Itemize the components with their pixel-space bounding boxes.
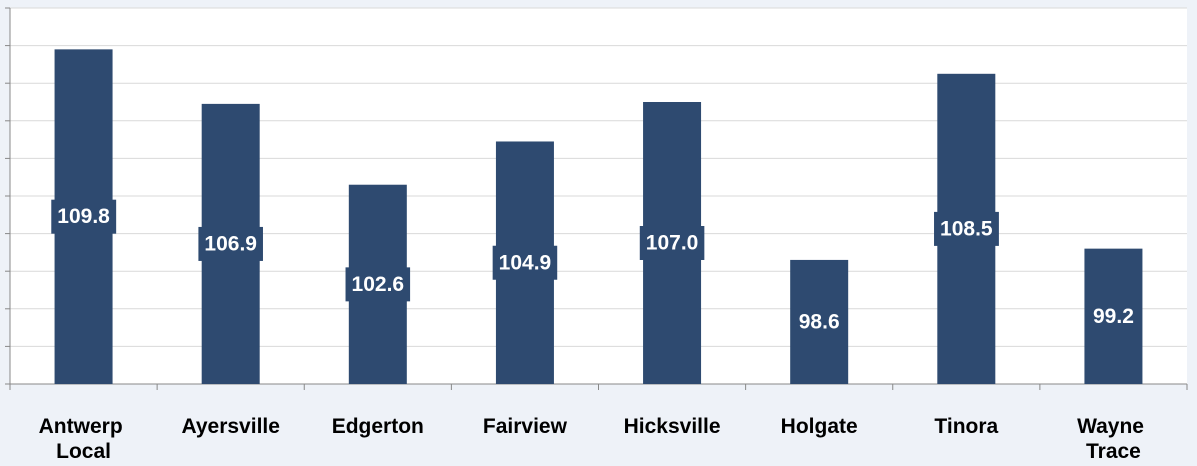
- value-label-box: [198, 226, 263, 261]
- value-label-box: [792, 304, 846, 339]
- x-tick-label: Ayersville: [181, 415, 279, 438]
- value-label-box: [639, 226, 705, 260]
- value-label-box: [51, 199, 117, 234]
- value-label: 108.5: [940, 217, 993, 240]
- value-label-box: [1087, 299, 1140, 334]
- value-label-box: [492, 245, 558, 280]
- value-label-group: 104.9: [492, 245, 558, 280]
- x-tick-label: Tinora: [934, 415, 998, 438]
- x-tick-label: Fairview: [483, 415, 568, 438]
- x-tick-label: Hicksville: [624, 415, 721, 438]
- value-label: 107.0: [646, 232, 699, 255]
- value-label-group: 106.9: [198, 226, 263, 261]
- value-label: 104.9: [499, 251, 552, 274]
- value-label-group: 98.6: [792, 304, 846, 339]
- x-tick-label: Holgate: [781, 415, 858, 438]
- value-label-group: 109.8: [51, 199, 117, 234]
- value-label-group: 102.6: [345, 267, 411, 302]
- value-label: 106.9: [204, 232, 257, 255]
- value-label-group: 107.0: [639, 226, 705, 260]
- value-label: 102.6: [352, 273, 405, 296]
- value-label-group: 99.2: [1087, 299, 1140, 334]
- value-label-box: [934, 211, 999, 246]
- value-label: 109.8: [57, 205, 110, 228]
- value-label-group: 108.5: [934, 211, 999, 246]
- value-label: 98.6: [799, 311, 840, 334]
- value-label: 99.2: [1093, 305, 1134, 328]
- x-tick-label: Wayne Trace: [1077, 415, 1150, 463]
- x-tick-label: Antwerp Local: [39, 415, 129, 463]
- value-label-box: [345, 267, 411, 302]
- x-tick-label: Edgerton: [332, 415, 424, 438]
